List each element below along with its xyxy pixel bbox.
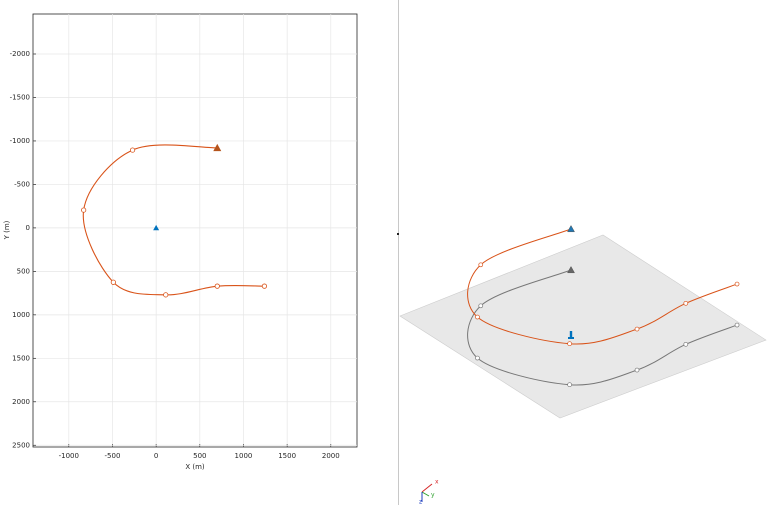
y-tick-label: 2000	[12, 398, 30, 406]
y-tick-label: 1500	[12, 354, 30, 362]
waypoint-3d	[634, 326, 640, 332]
waypoint	[214, 283, 220, 289]
vehicle-marker-3d	[567, 224, 575, 233]
reference-base-3d	[568, 337, 574, 339]
y-tick-label: -1000	[10, 137, 30, 145]
vehicle-marker-3d	[567, 265, 575, 274]
x-tick-label: 1000	[235, 452, 253, 460]
x-tick-label: 1500	[278, 452, 296, 460]
reference-marker	[153, 224, 160, 231]
plot-area	[32, 13, 358, 448]
waypoint	[261, 283, 268, 289]
waypoint-3d	[734, 322, 740, 328]
waypoint-3d	[683, 341, 689, 347]
waypoint-3d	[683, 300, 689, 306]
triad-label: x	[435, 479, 439, 486]
splitter-handle	[397, 233, 399, 235]
x-tick-label: 2000	[322, 452, 340, 460]
y-axis-label: Y (m)	[3, 220, 11, 240]
waypoint-3d	[734, 281, 740, 287]
y-tick-label: -2000	[10, 50, 30, 58]
waypoint-3d	[475, 355, 480, 361]
y-tick-label: 0	[26, 224, 30, 232]
plot-2d: -1000 -500 0 500 1000 1500 2000 -2000 -1500 -1000…	[10, 14, 357, 460]
waypoint-3d	[478, 262, 484, 268]
waypoint-3d	[567, 341, 572, 347]
x-tick-label: -1000	[59, 452, 79, 460]
x-tick-label: 0	[154, 452, 158, 460]
y-tick-label: -1500	[10, 93, 30, 101]
waypoint	[129, 147, 136, 153]
x-tick-label: 500	[193, 452, 206, 460]
waypoint-3d	[567, 382, 572, 388]
waypoint	[110, 279, 116, 285]
triad-label: z	[419, 499, 422, 505]
reference-marker-3d	[569, 331, 573, 338]
x-axis-label: X (m)	[185, 463, 205, 471]
triad-label: y	[431, 492, 435, 499]
view-3d	[467, 224, 740, 388]
waypoint-3d	[475, 314, 480, 320]
waypoint-3d	[634, 367, 640, 373]
waypoint-3d	[478, 303, 484, 309]
y-tick-label: -500	[14, 180, 30, 188]
waypoint	[163, 292, 169, 298]
y-tick-label: 500	[17, 267, 30, 275]
vehicle-marker	[213, 143, 222, 152]
x-tick-label: -500	[105, 452, 121, 460]
y-tick-label: 2500	[12, 441, 30, 449]
ground-plane	[399, 234, 767, 419]
y-tick-label: 1000	[12, 311, 30, 319]
waypoint	[81, 207, 87, 213]
axis-triad: x y z	[419, 479, 439, 505]
